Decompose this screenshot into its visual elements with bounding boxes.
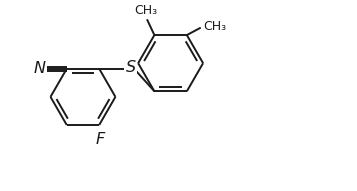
Text: CH₃: CH₃	[135, 4, 157, 17]
Text: S: S	[126, 60, 136, 75]
Text: CH₃: CH₃	[203, 20, 226, 33]
Text: F: F	[96, 132, 105, 147]
Text: N: N	[34, 61, 46, 76]
